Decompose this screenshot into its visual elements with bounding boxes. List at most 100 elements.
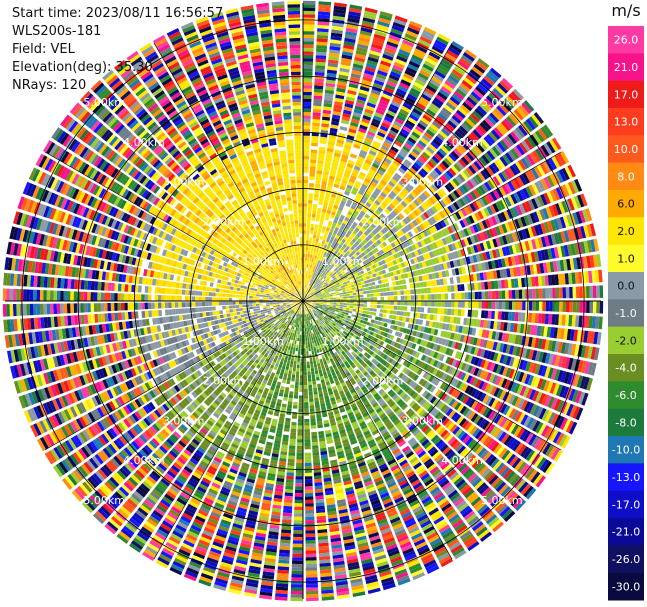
velocity-gate (309, 274, 312, 279)
velocity-gate (553, 327, 558, 339)
velocity-gate (435, 336, 440, 344)
velocity-gate (316, 297, 320, 299)
velocity-gate (484, 218, 492, 228)
velocity-gate (451, 293, 455, 300)
velocity-gate (517, 278, 522, 288)
velocity-gate (303, 236, 306, 241)
velocity-gate (322, 279, 326, 283)
velocity-gate (489, 362, 496, 372)
velocity-gate (329, 306, 333, 309)
velocity-gate (349, 272, 354, 276)
velocity-gate (315, 58, 326, 63)
velocity-gate (471, 213, 478, 223)
velocity-gate (385, 343, 391, 349)
velocity-gate (482, 339, 488, 348)
velocity-gate (450, 150, 460, 160)
velocity-gate (328, 56, 339, 61)
velocity-gate (391, 346, 397, 353)
velocity-gate (482, 252, 488, 261)
velocity-gate (319, 287, 323, 290)
velocity-gate (373, 253, 379, 259)
velocity-gate (470, 283, 475, 291)
velocity-gate (316, 166, 323, 171)
velocity-gate (326, 209, 332, 215)
velocity-gate (556, 260, 561, 272)
velocity-gate (527, 227, 534, 238)
velocity-gate (333, 314, 337, 318)
velocity-gate (330, 299, 334, 301)
velocity-gate (474, 291, 479, 300)
velocity-gate (362, 276, 367, 281)
velocity-gate (305, 257, 308, 261)
velocity-gate (599, 301, 604, 314)
velocity-gate (348, 11, 361, 17)
velocity-gate (336, 306, 340, 309)
velocity-gate (356, 306, 360, 310)
velocity-gate (397, 52, 409, 60)
velocity-gate (390, 126, 400, 134)
velocity-gate (418, 140, 427, 148)
velocity-gate (429, 314, 434, 321)
velocity-gate (329, 49, 340, 54)
velocity-gate (561, 167, 570, 181)
velocity-gate (469, 178, 478, 188)
velocity-gate (443, 143, 452, 152)
velocity-gate (316, 267, 320, 271)
velocity-gate (443, 104, 454, 114)
velocity-gate (308, 289, 311, 293)
velocity-gate (367, 199, 374, 205)
velocity-gate (488, 164, 497, 174)
velocity-gate (429, 79, 441, 88)
velocity-gate (580, 241, 586, 254)
velocity-gate (304, 331, 307, 335)
velocity-gate (312, 276, 315, 280)
velocity-gate (313, 269, 317, 274)
velocity-gate (362, 114, 372, 121)
velocity-gate (309, 302, 313, 303)
velocity-gate (303, 169, 309, 173)
velocity-gate (360, 301, 364, 304)
velocity-gate (402, 218, 409, 225)
velocity-gate (310, 230, 314, 235)
velocity-gate (319, 260, 323, 265)
velocity-gate (372, 264, 377, 269)
velocity-gate (546, 381, 554, 393)
velocity-gate (396, 326, 401, 332)
velocity-gate (350, 73, 361, 79)
velocity-gate (405, 317, 410, 323)
velocity-gate (325, 314, 330, 318)
velocity-gate (393, 217, 400, 224)
velocity-gate (319, 264, 323, 269)
velocity-gate (335, 224, 341, 229)
velocity-gate (514, 334, 520, 345)
velocity-gate (437, 256, 443, 263)
velocity-gate (451, 114, 462, 124)
velocity-gate (513, 109, 524, 121)
velocity-gate (373, 140, 381, 147)
velocity-gate (521, 229, 528, 240)
velocity-gate (429, 350, 436, 358)
velocity-gate (543, 249, 550, 260)
velocity-gate (393, 159, 401, 167)
velocity-gate (476, 368, 483, 378)
velocity-gate (310, 156, 317, 160)
velocity-gate (516, 266, 521, 277)
velocity-gate (365, 236, 370, 242)
velocity-gate (393, 310, 397, 315)
velocity-gate (470, 163, 479, 173)
velocity-gate (310, 333, 313, 338)
velocity-gate (445, 365, 451, 373)
velocity-gate (358, 330, 364, 335)
velocity-gate (310, 275, 313, 279)
velocity-gate (353, 292, 357, 296)
velocity-gate (514, 255, 520, 265)
velocity-gate (596, 285, 600, 298)
velocity-gate (373, 211, 379, 218)
velocity-gate (422, 333, 427, 340)
velocity-gate (347, 89, 357, 96)
velocity-gate (320, 133, 328, 138)
velocity-gate (582, 286, 587, 299)
velocity-gate (418, 119, 429, 128)
velocity-gate (511, 311, 516, 321)
velocity-gate (324, 230, 329, 235)
